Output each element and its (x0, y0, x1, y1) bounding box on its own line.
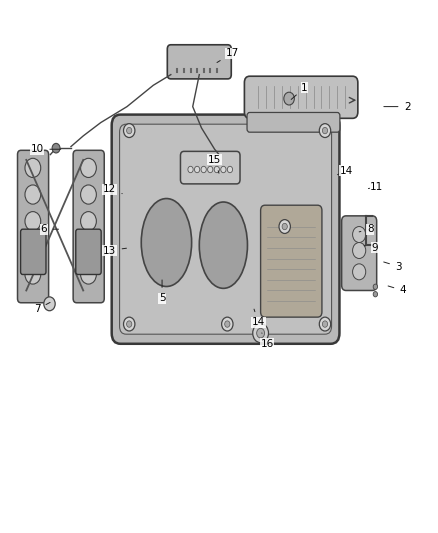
FancyBboxPatch shape (112, 115, 339, 344)
FancyBboxPatch shape (244, 76, 358, 118)
Circle shape (221, 166, 226, 173)
Circle shape (373, 292, 378, 297)
FancyBboxPatch shape (342, 216, 377, 290)
FancyBboxPatch shape (167, 45, 231, 79)
Text: 13: 13 (103, 246, 127, 255)
Text: 17: 17 (217, 49, 239, 62)
Circle shape (127, 321, 132, 327)
Circle shape (81, 238, 96, 257)
Text: 15: 15 (208, 155, 221, 173)
Text: 3: 3 (384, 262, 402, 271)
Circle shape (373, 284, 378, 289)
Text: 6: 6 (40, 224, 59, 234)
Circle shape (44, 297, 55, 311)
Text: 2: 2 (384, 102, 411, 111)
Circle shape (353, 243, 366, 259)
Text: 16: 16 (261, 333, 274, 349)
Circle shape (227, 166, 233, 173)
Circle shape (188, 166, 193, 173)
Circle shape (322, 321, 328, 327)
Circle shape (225, 321, 230, 327)
Text: 5: 5 (159, 280, 166, 303)
Circle shape (253, 324, 268, 343)
Text: 14: 14 (252, 309, 265, 327)
Text: 1: 1 (291, 83, 308, 100)
Circle shape (25, 185, 41, 204)
Ellipse shape (199, 202, 247, 288)
Circle shape (319, 124, 331, 138)
Circle shape (25, 158, 41, 177)
Text: 11: 11 (368, 182, 383, 191)
FancyBboxPatch shape (76, 229, 101, 274)
Circle shape (81, 158, 96, 177)
Ellipse shape (141, 198, 192, 287)
Circle shape (124, 317, 135, 331)
FancyBboxPatch shape (120, 124, 332, 334)
Text: 9: 9 (364, 243, 378, 253)
Circle shape (201, 166, 206, 173)
Circle shape (81, 212, 96, 231)
Circle shape (194, 166, 200, 173)
Circle shape (279, 220, 290, 233)
Circle shape (25, 212, 41, 231)
Text: 7: 7 (34, 302, 50, 314)
Text: 10: 10 (31, 144, 61, 154)
Circle shape (208, 166, 213, 173)
Circle shape (322, 127, 328, 134)
Text: 12: 12 (103, 184, 122, 194)
Circle shape (319, 317, 331, 331)
Circle shape (222, 317, 233, 331)
FancyBboxPatch shape (73, 150, 104, 303)
FancyBboxPatch shape (21, 229, 46, 274)
Circle shape (127, 127, 132, 134)
Circle shape (52, 143, 60, 153)
Circle shape (353, 264, 366, 280)
Circle shape (81, 265, 96, 284)
Circle shape (214, 166, 219, 173)
Circle shape (353, 227, 366, 243)
Circle shape (81, 185, 96, 204)
Text: 14: 14 (338, 166, 353, 175)
Circle shape (284, 92, 294, 105)
Circle shape (25, 265, 41, 284)
FancyBboxPatch shape (180, 151, 240, 184)
FancyBboxPatch shape (18, 150, 49, 303)
Text: 4: 4 (388, 286, 406, 295)
Circle shape (124, 124, 135, 138)
Circle shape (282, 223, 287, 230)
FancyBboxPatch shape (261, 205, 322, 317)
FancyBboxPatch shape (247, 112, 340, 132)
Circle shape (257, 328, 265, 338)
Circle shape (25, 238, 41, 257)
Text: 8: 8 (359, 224, 374, 234)
